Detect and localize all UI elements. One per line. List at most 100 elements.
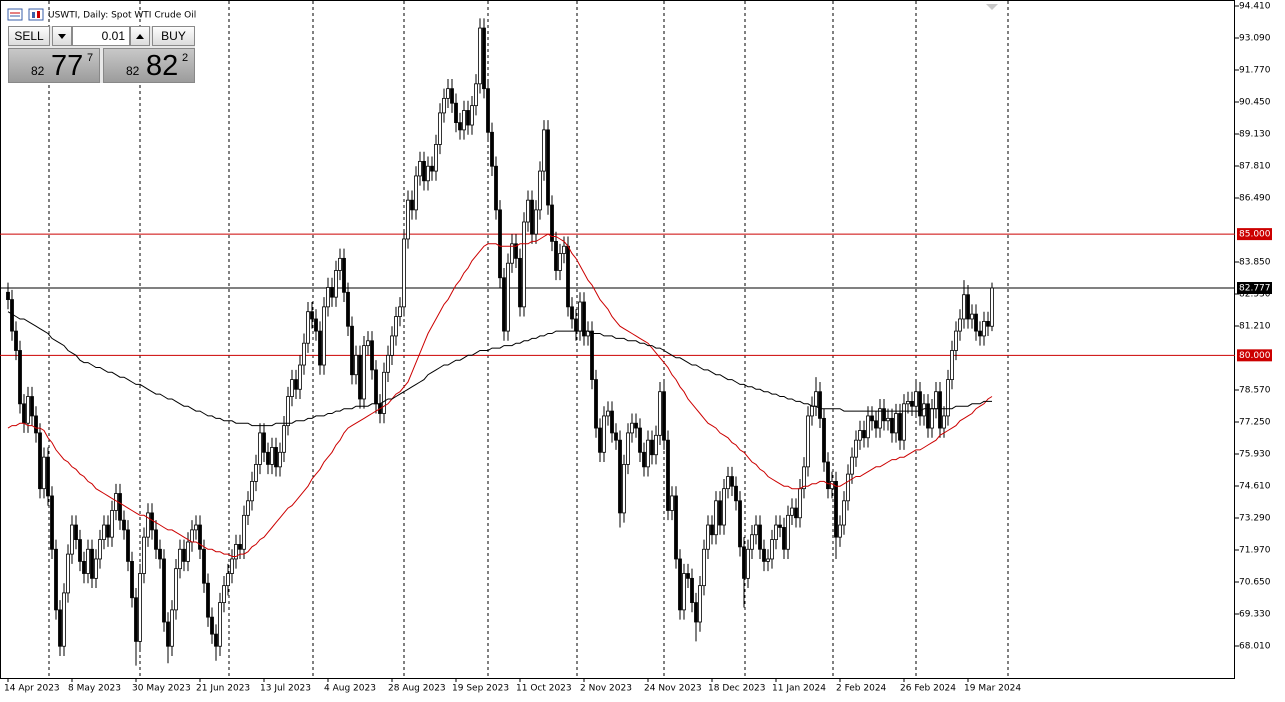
candle-body [574,318,578,332]
candle-body [606,410,610,417]
candle-body [454,102,458,124]
bid-main: 77 [51,50,84,82]
candle-body [902,403,906,441]
candle-body [814,391,818,407]
candle-body [46,456,50,497]
lot-input[interactable]: 0.01 [72,26,130,46]
candle-body [314,318,318,332]
candle-body [174,568,178,611]
candle-body [390,335,394,356]
candle-body [562,245,566,254]
candle-body [178,548,182,570]
candle-body [162,558,166,623]
candle-body [790,507,794,516]
candle-body [910,400,914,407]
candle-body [654,434,658,456]
y-tick-label: 82.530 [1239,290,1271,300]
lot-up[interactable] [130,26,150,46]
candle-body [230,558,234,574]
candle-body [578,301,582,332]
candle-body [426,165,430,182]
candle-body [346,291,350,327]
ask-big: 82 [126,64,140,78]
candle-body [506,262,510,332]
candle-body [842,500,846,526]
candle-body [970,313,974,320]
candle-body [518,257,522,308]
candle-body [738,500,742,548]
candle-body [614,432,618,441]
candle-body [234,544,238,560]
x-tick-label: 21 Jun 2023 [196,684,250,694]
candle-body [138,573,142,642]
candle-body [514,243,518,259]
chart-title: USWTI, Daily: Spot WTI Crude Oil [48,11,196,21]
candle-body [710,524,714,536]
candle-body [678,558,682,611]
x-tick-label: 26 Feb 2024 [900,684,956,694]
candle-body [142,536,146,574]
candle-body [206,582,210,618]
candle-body [66,553,70,594]
x-tick-label: 19 Sep 2023 [452,684,509,694]
candle-body [746,548,750,579]
candle-body [974,313,978,332]
candle-body [238,544,242,550]
x-tick-label: 24 Nov 2023 [644,684,702,694]
candle-body [950,350,954,380]
candle-body [534,209,538,235]
candle-body [522,221,526,308]
candle-body [550,204,554,242]
candle-body [422,160,426,182]
candle-body [366,340,370,347]
candle-body [330,287,334,298]
candle-body [414,175,418,211]
x-tick-label: 28 Aug 2023 [388,684,446,694]
candle-body [706,524,710,550]
buy-button[interactable]: BUY [152,26,195,46]
candle-body [478,27,482,85]
candle-body [634,422,638,429]
candle-body [690,577,694,604]
candle-body [894,413,898,434]
candle-body [186,541,190,562]
bid-frac: 7 [87,52,94,64]
candle-body [954,330,958,351]
candle-body [362,345,366,400]
y-tick-label: 89.130 [1239,130,1271,140]
lot-down[interactable] [52,26,72,46]
y-tick-label: 78.570 [1239,386,1271,396]
header-icons [7,8,44,21]
candle-body [70,524,74,555]
candle-body [94,558,98,579]
candle-body [262,432,266,453]
candle-body [858,430,862,441]
candle-body [98,539,102,560]
candle-body [90,548,94,579]
bid-price[interactable]: 82 77 7 [8,48,100,83]
candle-body [62,592,66,647]
candle-body [834,480,838,538]
candle-body [474,83,478,107]
candle-body [130,560,134,599]
candle-body [54,548,58,611]
sell-button[interactable]: SELL [8,26,50,46]
candle-body [598,427,602,453]
candle-body [438,112,442,145]
y-tick-label: 74.610 [1239,482,1271,492]
candle-body [86,548,90,574]
candle-body [482,27,486,90]
candle-body [866,415,870,439]
candle-body [102,524,106,540]
candle-body [266,451,270,465]
y-tick-label: 81.210 [1239,322,1271,332]
candle-body [802,466,806,490]
ask-price[interactable]: 82 82 2 [103,48,195,83]
plot-frame [0,0,1235,679]
candle-body [742,546,746,579]
candle-body [410,199,414,211]
candle-body [82,560,86,574]
candle-body [278,451,282,468]
x-tick-label: 13 Jul 2023 [260,684,311,694]
